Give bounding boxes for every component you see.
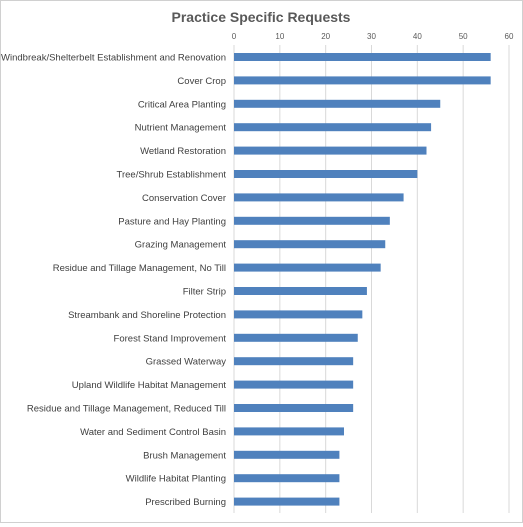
category-label: Critical Area Planting [138,99,226,110]
bars [234,53,491,506]
category-label: Upland Wildlife Habitat Management [72,380,227,391]
bar [234,450,340,459]
category-label: Windbreak/Shelterbelt Establishment and … [1,53,226,64]
bar [234,263,381,272]
bar [234,380,354,389]
category-labels: Windbreak/Shelterbelt Establishment and … [1,53,226,509]
category-label: Grassed Waterway [146,357,227,368]
category-label: Water and Sediment Control Basin [80,427,226,438]
x-tick-label: 40 [413,32,422,41]
category-label: Streambank and Shoreline Protection [68,310,226,321]
bar [234,427,344,436]
bar [234,310,363,319]
category-label: Wetland Restoration [140,146,226,157]
bar [234,474,340,483]
bar [234,193,404,202]
x-tick-label: 60 [505,32,514,41]
chart-title: Practice Specific Requests [172,9,351,25]
bar [234,240,386,249]
bar [234,404,354,412]
bar [234,146,427,155]
bar [234,287,367,295]
category-label: Nutrient Management [135,123,227,134]
bar [234,333,358,342]
category-label: Conservation Cover [142,193,226,204]
category-label: Residue and Tillage Management, Reduced … [27,404,226,415]
category-label: Forest Stand Improvement [114,333,227,344]
bar [234,99,441,108]
category-label: Brush Management [143,450,226,461]
bar [234,76,491,85]
category-label: Prescribed Burning [145,497,226,508]
bar [234,357,354,366]
bar [234,123,432,132]
category-label: Grazing Management [135,240,227,251]
x-axis-ticks: 0 10 20 30 40 50 60 [232,32,514,41]
category-label: Filter Strip [183,287,226,298]
gridlines [233,45,510,513]
bar [234,53,491,61]
x-tick-label: 10 [275,32,284,41]
bar [234,170,418,178]
category-label: Tree/Shrub Establishment [117,170,227,181]
x-tick-label: 30 [367,32,376,41]
category-label: Wildlife Habitat Planting [126,474,226,485]
bar [234,497,340,506]
x-tick-label: 0 [232,32,237,41]
bar [234,216,390,225]
category-label: Residue and Tillage Management, No Till [53,263,226,274]
category-label: Pasture and Hay Planting [118,216,226,227]
category-label: Cover Crop [177,76,226,87]
x-tick-label: 20 [321,32,330,41]
x-tick-label: 50 [459,32,468,41]
